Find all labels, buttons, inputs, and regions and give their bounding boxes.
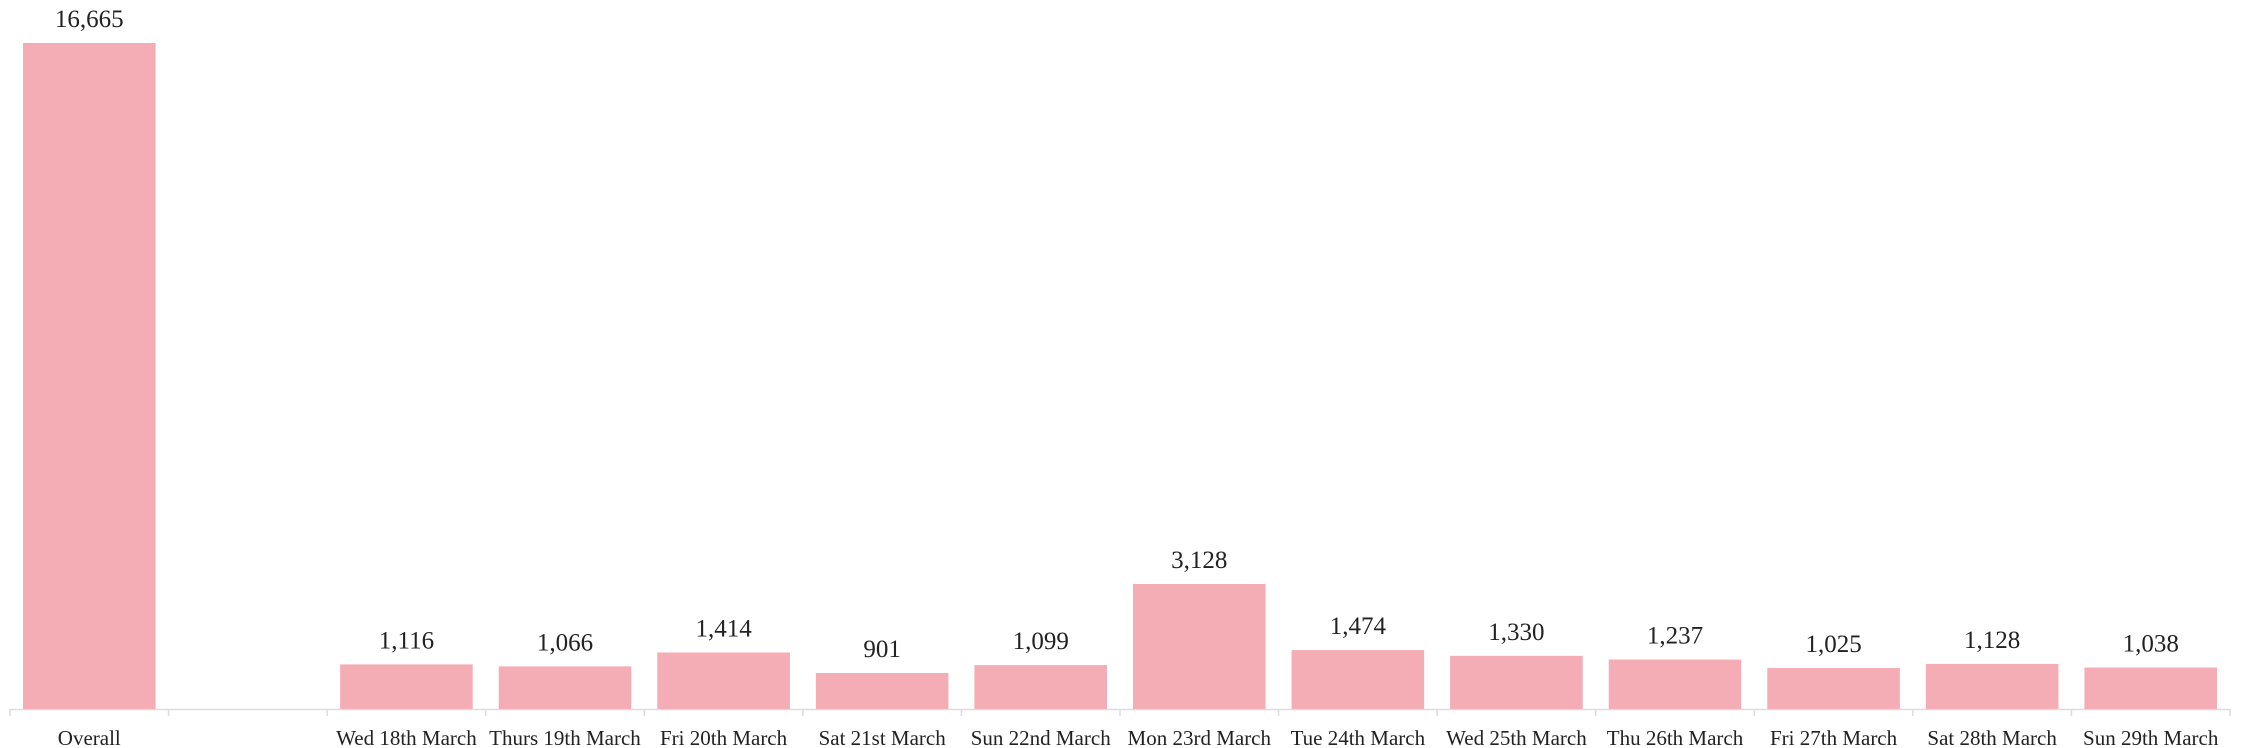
bar bbox=[2084, 667, 2217, 709]
x-tick-label: Wed 25th March bbox=[1446, 726, 1587, 748]
value-label: 1,474 bbox=[1330, 613, 1387, 640]
bar bbox=[23, 43, 156, 709]
bar bbox=[340, 664, 473, 709]
bar bbox=[498, 666, 632, 709]
x-tick-label: Sat 28th March bbox=[1927, 726, 2057, 748]
x-tick-label: Thu 26th March bbox=[1607, 726, 1744, 748]
bar bbox=[1291, 650, 1425, 709]
bar bbox=[815, 672, 949, 709]
bar bbox=[974, 665, 1107, 709]
value-label: 1,128 bbox=[1964, 627, 2020, 654]
value-label: 901 bbox=[863, 636, 901, 663]
value-label: 1,237 bbox=[1647, 623, 1703, 650]
bar bbox=[1925, 663, 2059, 709]
value-label: 1,330 bbox=[1488, 619, 1544, 646]
x-tick-label: Tue 24th March bbox=[1291, 726, 1426, 748]
x-tick-label: Thurs 19th March bbox=[489, 726, 641, 748]
x-tick-label: Fri 27th March bbox=[1770, 726, 1898, 748]
value-label: 1,099 bbox=[1013, 628, 1069, 655]
x-tick-label: Mon 23rd March bbox=[1128, 726, 1272, 748]
bar bbox=[657, 652, 790, 709]
bar bbox=[1608, 659, 1742, 709]
value-label: 16,665 bbox=[55, 6, 124, 33]
x-tick-label: Wed 18th March bbox=[336, 726, 477, 748]
x-tick-label: Sun 29th March bbox=[2083, 726, 2219, 748]
value-label: 1,116 bbox=[379, 627, 434, 654]
value-label: 1,414 bbox=[695, 615, 752, 642]
bar bbox=[1767, 668, 1900, 709]
x-tick-label: Sat 21st March bbox=[819, 726, 947, 748]
bar bbox=[1133, 583, 1266, 709]
value-label: 1,066 bbox=[537, 629, 593, 656]
value-label: 3,128 bbox=[1171, 547, 1227, 574]
bar bbox=[1450, 655, 1583, 709]
x-tick-label: Fri 20th March bbox=[660, 726, 788, 748]
x-tick-label: Sun 22nd March bbox=[971, 726, 1111, 748]
value-label: 1,025 bbox=[1805, 631, 1861, 658]
x-tick-label: Overall bbox=[58, 726, 121, 748]
value-label: 1,038 bbox=[2123, 631, 2179, 658]
